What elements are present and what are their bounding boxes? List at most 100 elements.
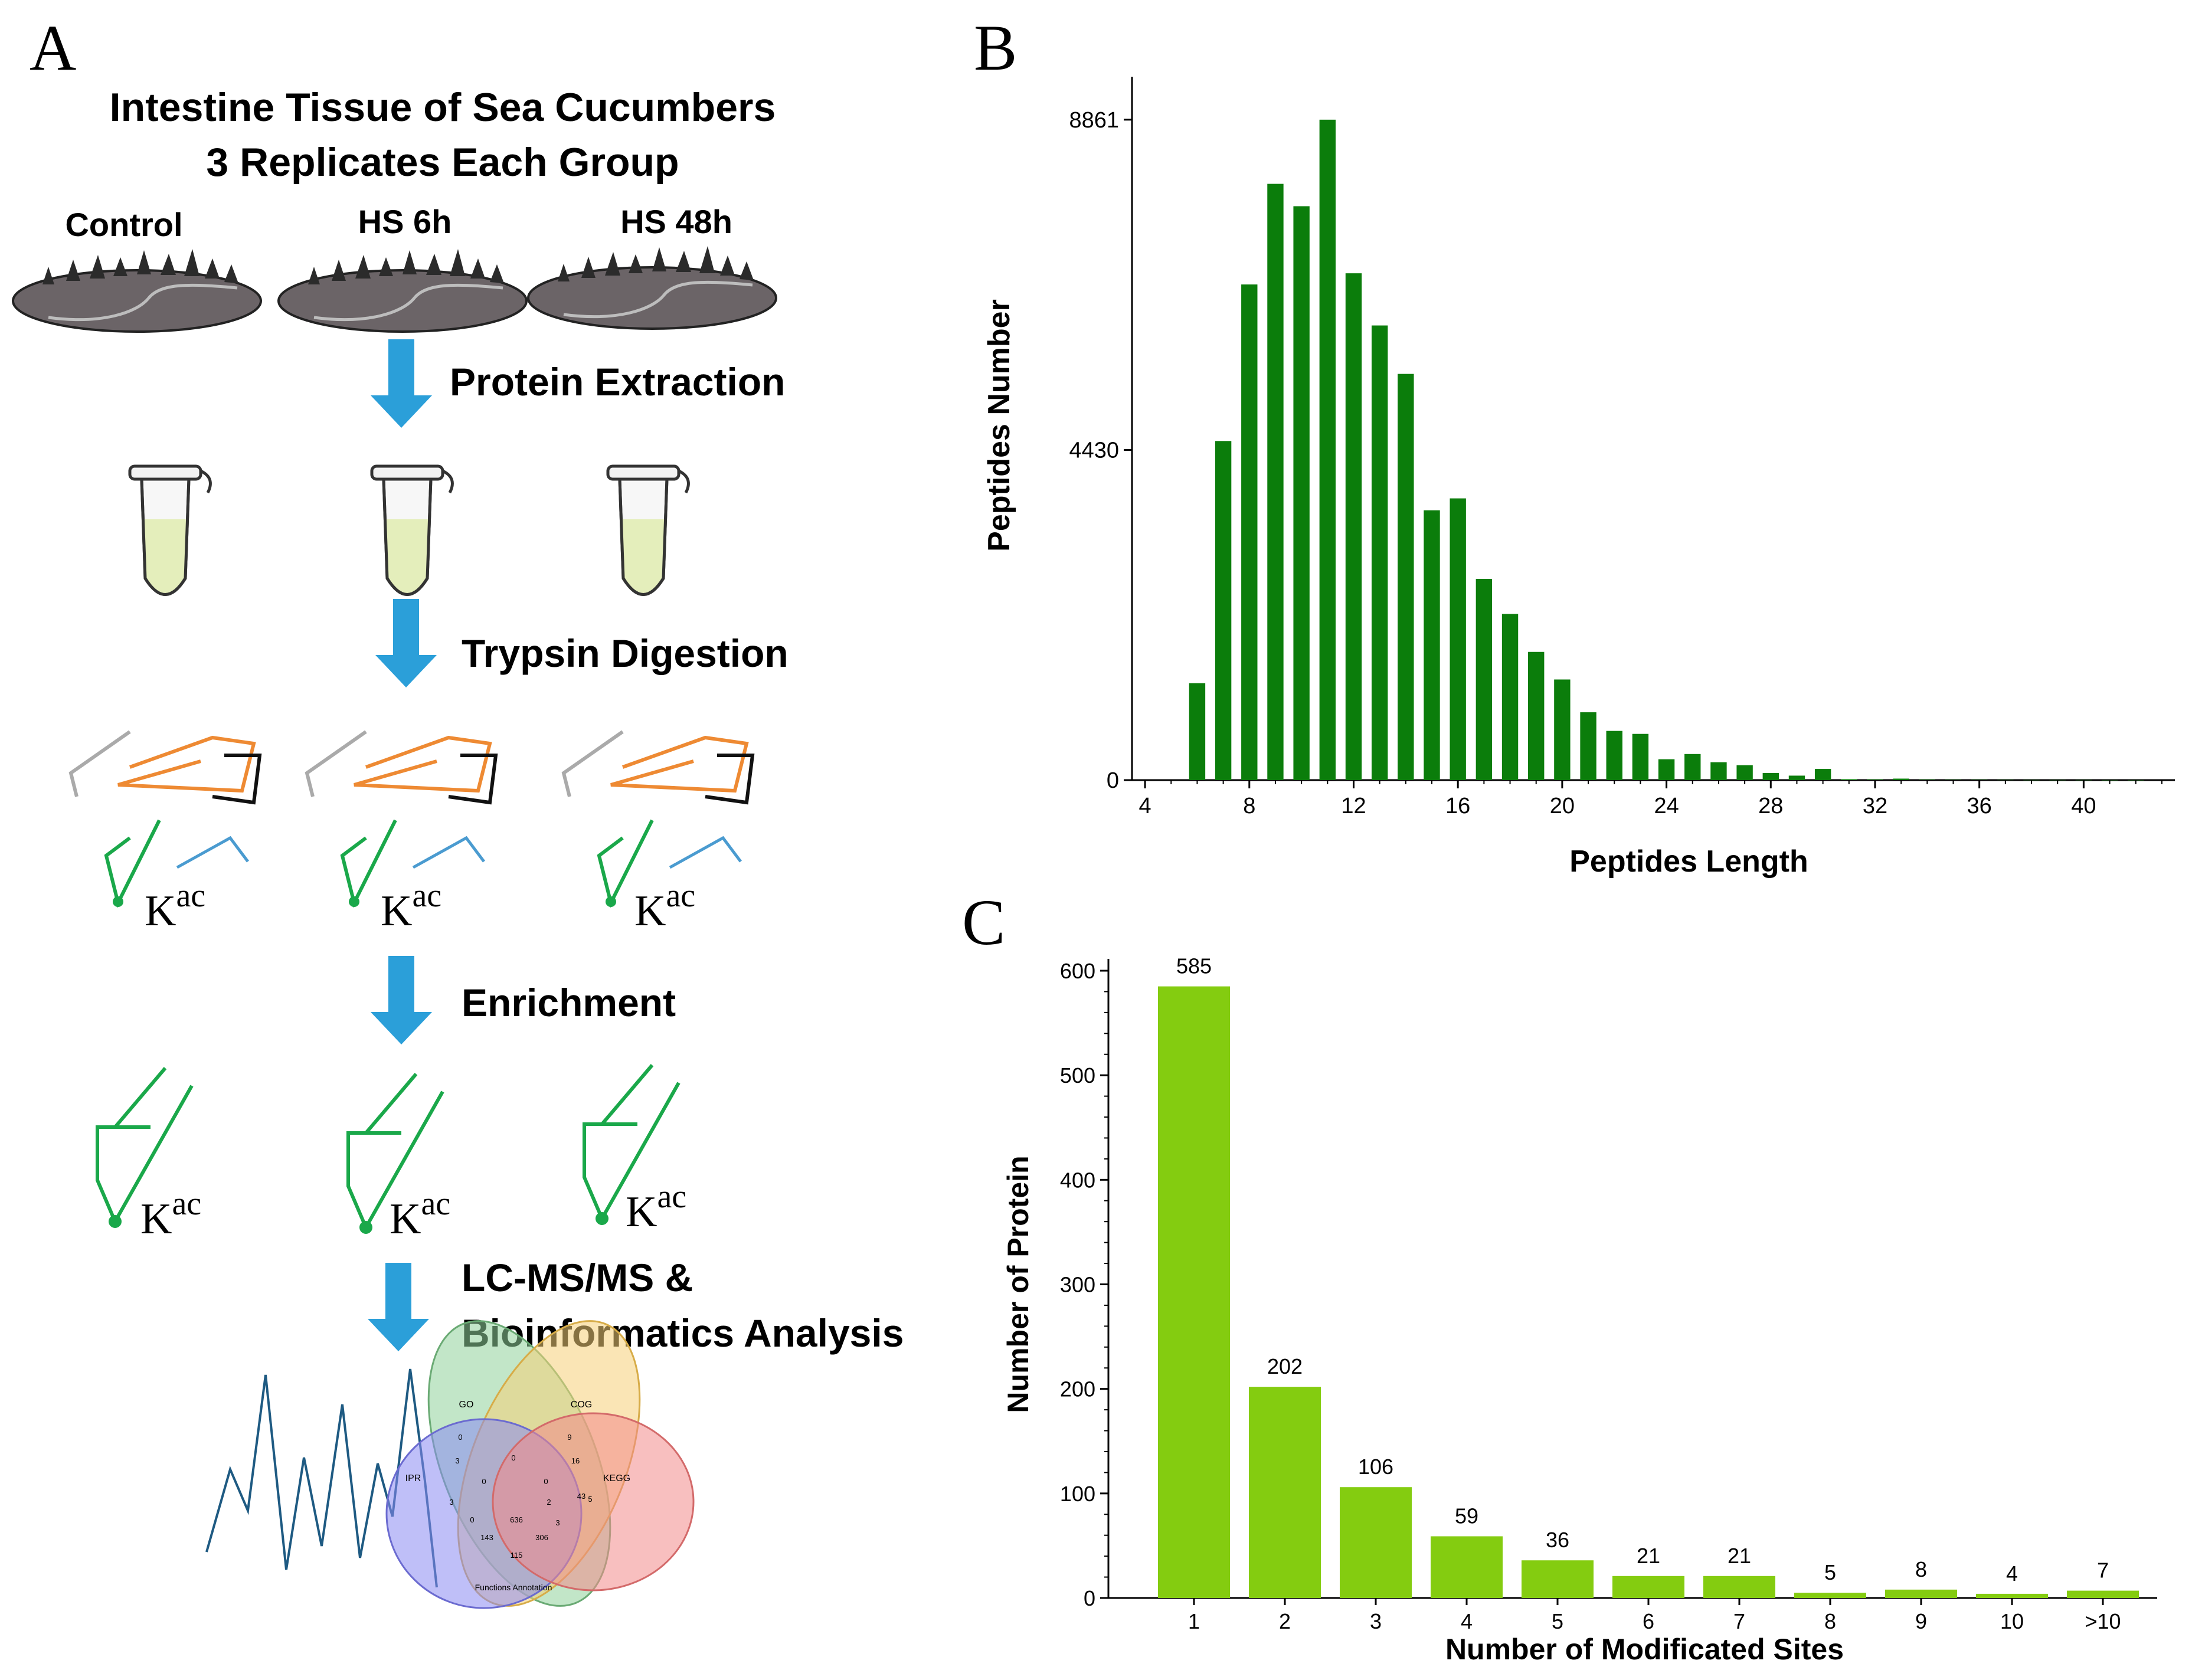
venn-number: 0 [482,1477,486,1486]
modification-sites-chart: 585 1 202 2 106 3 59 4 36 5 21 6 21 7 5 8 8 9 4 10 7 >10 0 100 2… [1002,954,2157,1666]
bar [1450,498,1466,780]
y-tick-label: 200 [1060,1377,1095,1401]
x-tick-label: >10 [2085,1609,2121,1633]
kac-label-3: Kac [634,877,695,935]
bar [1340,1487,1412,1598]
step-label-protein-extraction: Protein Extraction [450,360,785,404]
venn-caption: Functions Annotation [475,1583,552,1592]
y-axis-label: Peptides Number [982,299,1016,552]
y-tick-label: 600 [1060,959,1095,983]
bar [1976,1593,2048,1598]
arrow-icon-step4 [368,1263,429,1351]
venn-number: 0 [511,1453,515,1462]
venn-number: 9 [567,1433,571,1442]
y-tick-label: 100 [1060,1482,1095,1506]
y-tick-label: 4430 [1069,438,1119,463]
bar [1684,754,1701,780]
bar [1893,778,1909,780]
panel-a-title-line2: 3 Replicates Each Group [206,140,679,185]
bar [1345,273,1362,780]
bar [1475,578,1493,780]
venn-number: 0 [458,1433,462,1442]
bar [1501,614,1519,780]
x-tick-label: 4 [1461,1609,1473,1633]
bar [1528,651,1545,780]
svg-text:Kac: Kac [634,877,695,935]
x-axis-label: Number of Modificated Sites [1445,1633,1844,1666]
bar [1703,1576,1775,1598]
panel-b: B 4 8 12 16 20 24 28 32 36 40 0 4430 8861 Peptides Le… [974,12,2175,879]
x-tick-label: 24 [1654,794,1679,818]
bar [1606,731,1622,780]
peptide-mix-control [71,732,260,907]
venn-set-cog: COG [571,1400,592,1410]
bar [1788,775,1805,780]
bar [1885,1589,1957,1598]
x-tick-label: 7 [1733,1609,1745,1633]
x-tick-label: 6 [1643,1609,1654,1633]
kac-label-4: Kac [140,1186,201,1243]
bar [1371,325,1388,780]
x-tick-label: 10 [2000,1609,2024,1633]
x-tick-label: 32 [1863,794,1887,818]
venn-number: 3 [455,1456,459,1465]
bar [1522,1560,1594,1598]
bar [1241,284,1258,781]
kac-label-5: Kac [390,1186,450,1243]
bar [1632,733,1649,780]
venn-number: 43 [577,1492,585,1501]
sea-cucumber-hs6h-image [279,249,526,332]
bar [2049,780,2066,781]
bar [1554,679,1571,780]
peptide-mix-hs6h [307,732,496,907]
x-tick-label: 4 [1139,794,1151,818]
data-label: 36 [1546,1528,1569,1552]
venn-set-go: GO [459,1400,474,1410]
arrow-icon-step2 [375,599,437,687]
bar [1794,1593,1866,1598]
bar [1997,780,2014,781]
bar [1580,712,1596,780]
x-axis-label: Peptides Length [1569,844,1808,879]
bar [1249,1387,1321,1598]
step-label-lcms: LC-MS/MS & [462,1256,693,1299]
venn-set-ipr: IPR [405,1473,421,1483]
data-label: 21 [1728,1544,1751,1568]
data-label: 8 [1915,1557,1927,1581]
venn-number: 0 [544,1477,548,1486]
bar [1424,510,1440,780]
peptide-mix-hs48h [564,732,753,907]
tube-icon-control [130,466,210,595]
x-tick-label: 2 [1279,1609,1291,1633]
venn-number: 0 [470,1515,474,1524]
bar [1293,206,1310,780]
bar [1398,374,1414,780]
panel-c: C 585 1 202 2 106 3 59 4 36 5 21 6 21 7 5 8 8 9 4 10 7 >10 0 10… [962,886,2157,1666]
data-label: 59 [1455,1504,1478,1528]
bar [2023,780,2040,781]
svg-text:Kac: Kac [390,1186,450,1243]
bar [1267,184,1284,781]
x-tick-label: 20 [1550,794,1575,818]
group-label-control: Control [65,206,182,243]
x-tick-label: 12 [1341,794,1366,818]
y-tick-label: 0 [1084,1586,1095,1610]
bar [2067,1590,2139,1598]
x-tick-label: 8 [1243,794,1255,818]
venn-number: 143 [480,1533,493,1542]
panel-c-letter: C [962,886,1005,958]
panel-b-letter: B [974,12,1017,84]
data-label: 585 [1176,954,1212,978]
data-label: 106 [1358,1455,1393,1479]
kac-label-2: Kac [381,877,441,935]
group-label-hs6h: HS 6h [358,203,452,240]
data-label: 5 [1824,1560,1836,1584]
venn-number: 636 [510,1515,523,1524]
tube-icon-hs48h [608,466,688,595]
sea-cucumber-control-image [13,249,261,332]
bar [1612,1576,1684,1598]
step-label-trypsin-digestion: Trypsin Digestion [462,631,789,675]
arrow-icon-step1 [371,339,432,428]
bar [2075,780,2092,781]
venn-number: 16 [571,1456,580,1465]
